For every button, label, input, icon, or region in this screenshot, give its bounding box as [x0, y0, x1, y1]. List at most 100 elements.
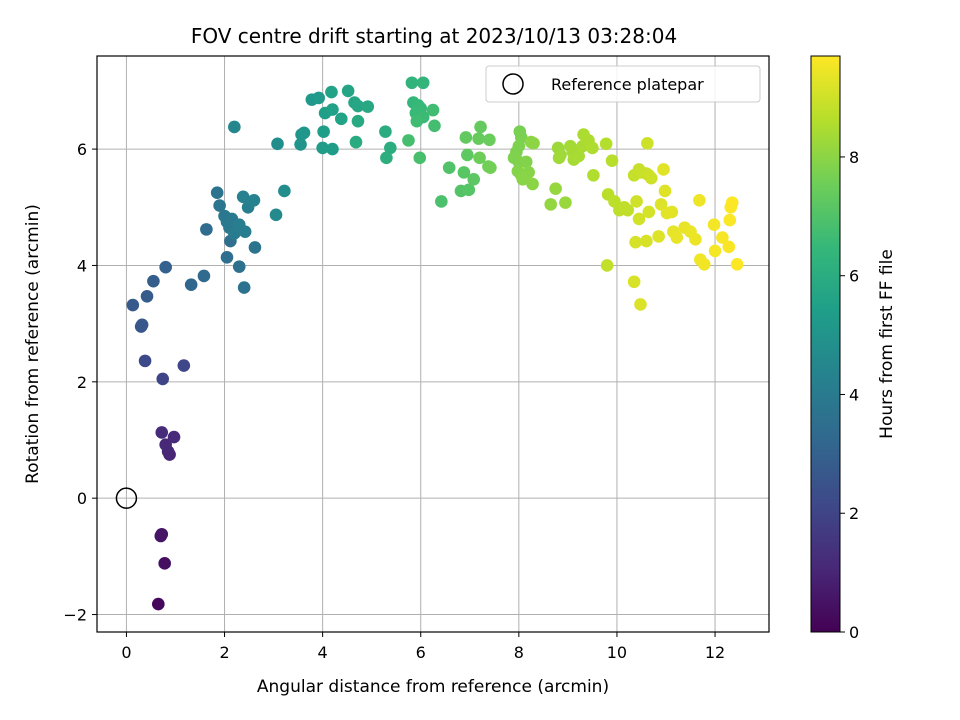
plot-frame	[96, 55, 770, 633]
x-tick-label: 12	[705, 643, 725, 662]
scatter-point	[197, 269, 211, 283]
scatter-point	[484, 161, 497, 175]
scatter-point	[435, 195, 448, 208]
scatter-point	[238, 225, 252, 239]
scatter-point	[640, 234, 653, 248]
scatter-point	[442, 161, 456, 175]
scatter-point	[462, 183, 476, 197]
scatter-point	[600, 259, 614, 272]
scatter-point	[210, 186, 224, 200]
scatter-point	[670, 231, 684, 244]
scatter-point	[334, 112, 348, 126]
scatter-point	[657, 163, 670, 176]
scatter-point	[526, 177, 539, 191]
scatter-point	[428, 119, 441, 133]
scatter-point	[516, 173, 530, 186]
scatter-point	[549, 182, 562, 195]
data-points	[126, 76, 744, 611]
scatter-point	[642, 205, 656, 219]
scatter-point	[326, 142, 339, 156]
scatter-point	[472, 132, 485, 145]
scatter-point	[135, 318, 149, 332]
scatter-point	[200, 223, 213, 236]
x-axis-ticks: 0 2 4 6 8 10 12	[121, 632, 725, 662]
colorbar	[810, 55, 841, 633]
y-tick-label: 0	[77, 489, 87, 508]
scatter-point	[167, 430, 181, 444]
scatter-point	[159, 438, 172, 451]
scatter-point	[658, 184, 672, 198]
legend-entry-reference: Reference platepar	[551, 75, 704, 94]
colorbar-tick-label: 6	[849, 267, 859, 286]
scatter-point	[297, 126, 311, 140]
x-tick-label: 4	[318, 643, 328, 662]
scatter-point	[349, 135, 363, 149]
scatter-point	[459, 131, 473, 144]
scatter-point	[325, 85, 338, 99]
scatter-point	[147, 274, 160, 288]
scatter-point	[572, 149, 585, 163]
scatter-point	[213, 199, 226, 212]
scatter-point	[544, 198, 558, 211]
scatter-point	[630, 195, 643, 208]
scatter-point	[140, 289, 154, 303]
scatter-point	[426, 103, 440, 117]
scatter-point	[351, 114, 365, 128]
colorbar-tick-label: 2	[849, 504, 859, 523]
scatter-point	[621, 203, 635, 217]
y-tick-label: 6	[77, 140, 87, 159]
scatter-point	[159, 260, 172, 274]
scatter-point	[247, 193, 261, 207]
scatter-point	[527, 136, 540, 150]
colorbar-label: Hours from first FF file	[877, 249, 897, 439]
scatter-point	[220, 251, 234, 264]
scatter-point	[707, 218, 721, 232]
scatter-point	[294, 138, 307, 151]
scatter-point	[457, 166, 471, 179]
y-tick-label: 4	[77, 256, 87, 275]
x-tick-label: 8	[514, 643, 524, 662]
scatter-point	[634, 298, 647, 311]
x-tick-label: 0	[121, 643, 131, 662]
legend-marker	[502, 73, 524, 95]
scatter-point	[326, 103, 339, 116]
scatter-point	[519, 155, 533, 169]
x-tick-label: 6	[416, 643, 426, 662]
colorbar-tick-label: 0	[849, 623, 859, 642]
y-tick-label: −2	[63, 606, 87, 625]
scatter-point	[652, 230, 665, 243]
scatter-point	[317, 125, 330, 138]
scatter-point	[278, 184, 291, 198]
scatter-point	[586, 141, 599, 155]
scatter-point	[629, 235, 642, 249]
scatter-point	[236, 190, 250, 204]
scatter-point	[177, 359, 191, 372]
legend: Reference platepar	[485, 65, 761, 103]
scatter-point	[271, 137, 284, 151]
scatter-point	[248, 241, 262, 254]
scatter-point	[228, 120, 241, 134]
y-tick-label: 2	[77, 373, 87, 392]
scatter-point	[599, 137, 613, 151]
scatter-point	[316, 141, 329, 155]
colorbar-ticks: 0 2 4 6 8	[840, 148, 859, 642]
scatter-point	[341, 84, 355, 98]
grid-lines	[97, 56, 769, 632]
scatter-point	[665, 205, 679, 219]
scatter-point	[467, 173, 481, 186]
scatter-point	[605, 154, 619, 168]
scatter-point	[380, 151, 393, 165]
scatter-point	[155, 426, 169, 439]
scatter-point	[689, 232, 702, 246]
scatter-point	[693, 193, 706, 207]
scatter-point	[237, 281, 251, 294]
scatter-point	[473, 151, 486, 165]
scatter-point	[461, 148, 474, 162]
scatter-point	[416, 76, 430, 90]
scatter-point	[722, 240, 736, 254]
scatter-point	[410, 114, 424, 128]
scatter-point	[361, 100, 375, 113]
scatter-point	[632, 212, 646, 226]
scatter-point	[730, 257, 744, 271]
